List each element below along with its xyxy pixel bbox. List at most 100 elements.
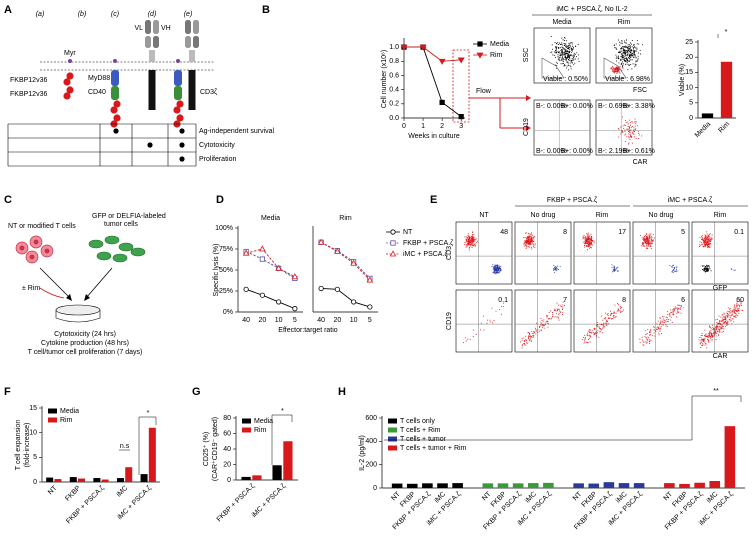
point [367, 304, 373, 310]
event-dot [728, 311, 730, 313]
event-dot [529, 242, 531, 244]
event-dot [707, 246, 709, 248]
event-dot [632, 63, 634, 65]
event-dot [525, 241, 527, 243]
event-dot [616, 60, 618, 62]
event-dot [708, 325, 710, 327]
event-dot [619, 306, 621, 308]
event-dot [621, 55, 623, 57]
event-dot [582, 339, 584, 340]
event-dot [465, 239, 467, 241]
event-dot [613, 312, 615, 314]
event-dot [569, 47, 571, 49]
event-dot [666, 325, 668, 327]
event-dot [637, 55, 639, 57]
event-dot [471, 235, 473, 237]
event-dot [706, 240, 708, 242]
event-dot [584, 241, 586, 243]
event-dot [622, 45, 624, 47]
point [400, 44, 408, 51]
axis-label: GFP [713, 285, 728, 292]
event-dot [593, 334, 595, 336]
event-dot [632, 54, 634, 56]
event-dot [706, 267, 708, 269]
event-dot [533, 238, 535, 240]
event-dot [559, 310, 561, 312]
arrow-head [84, 294, 90, 301]
event-dot [634, 129, 636, 131]
scfv [153, 36, 159, 48]
event-dot [468, 247, 470, 249]
event-dot [707, 270, 709, 272]
event-dot [601, 324, 603, 325]
event-dot [494, 265, 496, 267]
event-dot [631, 49, 633, 51]
event-dot [732, 311, 734, 313]
event-dot [630, 124, 631, 126]
event-dot [606, 314, 608, 315]
event-dot [721, 327, 723, 329]
event-dot [561, 49, 563, 51]
event-dot [629, 44, 631, 46]
panel-label: G [192, 386, 201, 398]
event-dot [615, 57, 617, 59]
event-dot [700, 337, 702, 339]
y-tick-label: 0 [227, 477, 231, 484]
event-dot [706, 270, 708, 272]
event-dot [616, 48, 618, 50]
event-dot [594, 334, 596, 336]
event-dot [558, 43, 559, 45]
event-dot [615, 269, 617, 271]
event-dot [472, 329, 474, 331]
event-dot [568, 57, 570, 59]
event-dot [630, 49, 632, 51]
event-dot [629, 138, 631, 140]
event-dot [610, 318, 612, 320]
scfv [153, 20, 159, 34]
event-dot [630, 50, 632, 51]
event-dot [572, 50, 573, 52]
event-dot [566, 57, 568, 59]
flow-label: Flow [476, 88, 492, 95]
event-dot [722, 322, 724, 324]
event-dot [465, 236, 467, 238]
event-dot [525, 246, 527, 248]
axis-label: CD19 [523, 118, 530, 136]
event-dot [641, 339, 643, 341]
event-dot [600, 315, 602, 317]
event-dot [570, 45, 572, 47]
event-dot [467, 240, 468, 242]
event-dot [615, 66, 617, 68]
event-dot [738, 310, 740, 312]
event-dot [468, 249, 470, 251]
event-dot [589, 243, 591, 244]
event-dot [527, 232, 529, 234]
event-dot [717, 333, 719, 335]
event-dot [736, 302, 738, 304]
event-dot [678, 304, 680, 306]
event-dot [700, 334, 702, 336]
event-dot [708, 332, 710, 334]
event-dot [704, 336, 706, 337]
point [259, 245, 266, 252]
legend-label: Media [60, 408, 79, 415]
event-dot [734, 309, 735, 311]
event-dot [627, 44, 629, 46]
event-dot [635, 128, 637, 130]
event-dot [716, 330, 718, 332]
event-dot [663, 316, 665, 318]
point [243, 286, 249, 292]
event-dot [700, 244, 702, 246]
event-dot [573, 57, 575, 58]
event-dot [730, 307, 732, 309]
event-dot [661, 333, 662, 334]
event-dot [577, 58, 579, 60]
panel-label: F [4, 386, 11, 398]
event-dot [660, 326, 662, 327]
event-dot [647, 238, 649, 240]
event-dot [643, 245, 645, 247]
event-dot [569, 57, 571, 59]
event-dot [636, 48, 638, 50]
event-dot [465, 241, 467, 243]
event-dot [627, 51, 629, 53]
